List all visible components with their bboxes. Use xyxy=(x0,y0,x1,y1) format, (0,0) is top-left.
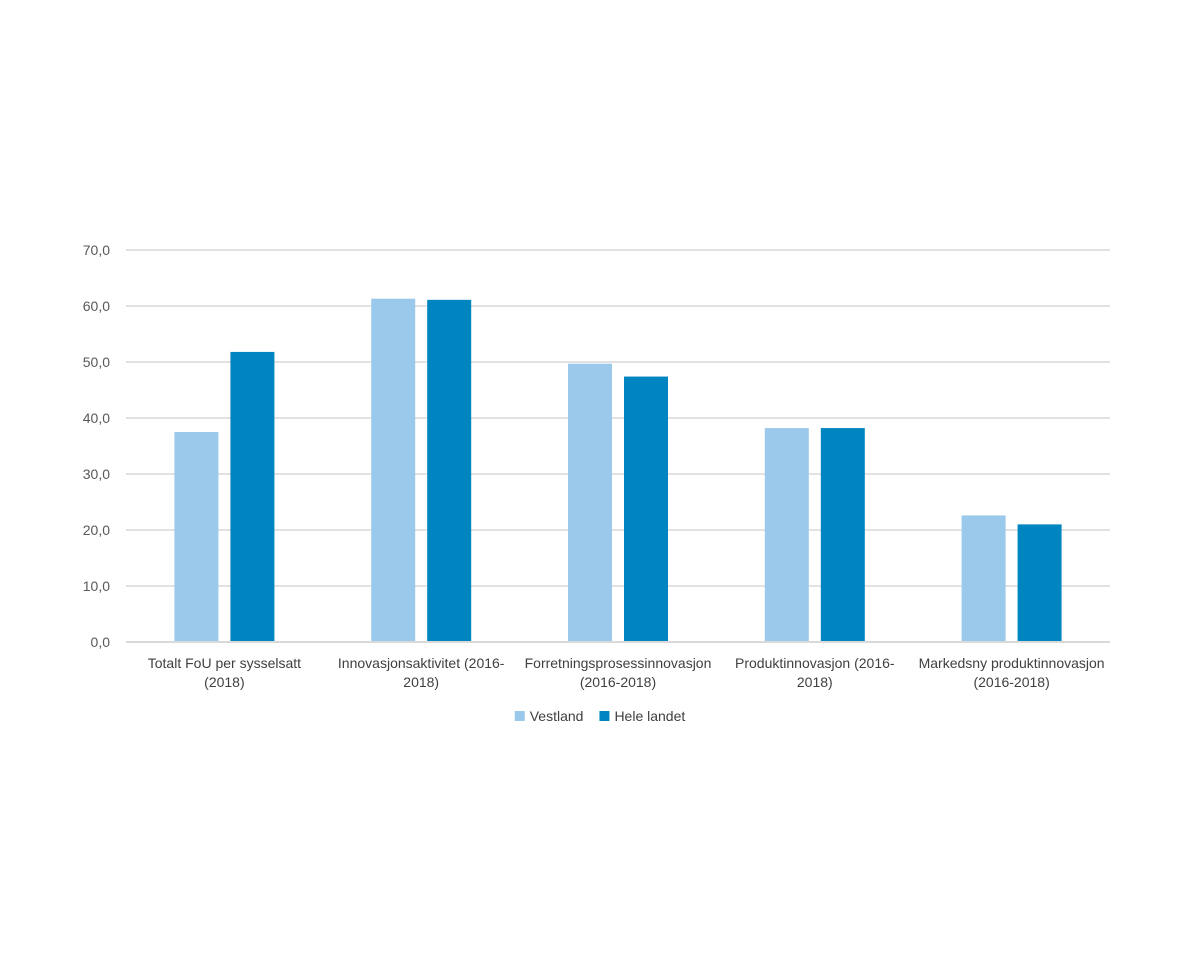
y-axis: 0,0 10,0 20,0 30,0 40,0 50,0 60,0 70,0 xyxy=(83,242,110,650)
bar-vestland xyxy=(568,363,612,642)
bar-hele-landet xyxy=(230,351,275,642)
x-category-label: Produktinnovasjon (2016-2018) xyxy=(735,655,895,690)
legend-label: Vestland xyxy=(530,708,584,724)
y-tick-label: 50,0 xyxy=(83,354,110,370)
y-tick-label: 40,0 xyxy=(83,410,110,426)
y-tick-label: 20,0 xyxy=(83,522,110,538)
x-category-label: Innovasjonsaktivitet (2016-2018) xyxy=(338,655,505,690)
x-category-label: Markedsny produktinnovasjon (2016-2018) xyxy=(919,655,1105,690)
legend-swatch xyxy=(514,711,525,721)
bar-vestland xyxy=(764,428,809,642)
bar-hele-landet xyxy=(427,299,472,642)
y-tick-label: 0,0 xyxy=(91,634,111,650)
bar-hele-landet xyxy=(820,428,865,642)
x-category-label: Forretningsprosessinnovasjon (2016-2018) xyxy=(525,655,712,690)
bar-hele-landet xyxy=(1017,524,1062,642)
y-tick-label: 70,0 xyxy=(83,242,110,258)
legend-swatch xyxy=(599,711,610,721)
y-tick-label: 30,0 xyxy=(83,466,110,482)
y-tick-label: 60,0 xyxy=(83,298,110,314)
bar-vestland xyxy=(371,298,416,642)
x-category-label: Totalt FoU per sysselsatt (2018) xyxy=(148,655,301,690)
legend: Vestland Hele landet xyxy=(514,708,685,724)
legend-label: Hele landet xyxy=(614,708,685,724)
bar-vestland xyxy=(961,515,1006,642)
bar-vestland xyxy=(174,432,219,642)
bar-hele-landet xyxy=(624,376,668,642)
y-tick-label: 10,0 xyxy=(83,578,110,594)
x-axis: Totalt FoU per sysselsatt (2018) Innovasjo… xyxy=(126,641,1110,690)
gridlines xyxy=(126,249,1110,643)
bars xyxy=(174,298,1062,642)
